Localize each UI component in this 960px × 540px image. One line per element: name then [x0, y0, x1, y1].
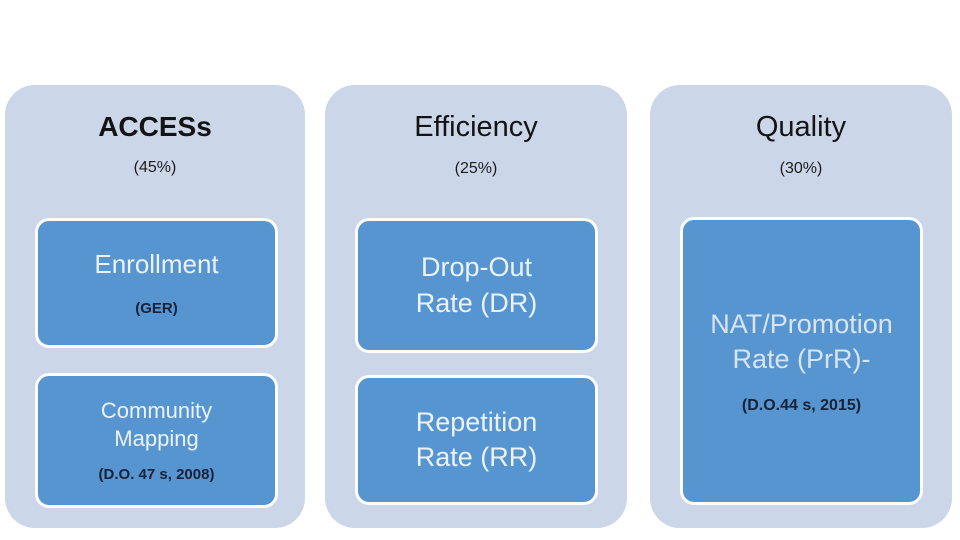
box-title-repetition-rate: Repetition Rate (RR): [415, 406, 538, 472]
box-nat-promotion-rate: NAT/Promotion Rate (PrR)- (D.O.44 s, 201…: [680, 217, 923, 505]
box-caption-do-47: (D.O. 47 s, 2008): [98, 466, 215, 484]
box-caption-do-44: (D.O.44 s, 2015): [741, 396, 862, 414]
column-heading-quality: Quality: [755, 111, 847, 143]
column-heading-access: ACCESs: [98, 111, 212, 142]
box-dropout-rate: Drop-Out Rate (DR): [355, 218, 598, 353]
box-enrollment: Enrollment (GER): [35, 218, 278, 348]
panel-access: ACCESs (45%) Enrollment (GER) Community …: [5, 85, 305, 528]
box-title-enrollment: Enrollment: [94, 249, 219, 280]
column-heading-efficiency: Efficiency: [414, 111, 538, 143]
box-title-dropout-rate: Drop-Out Rate (DR): [415, 252, 538, 318]
panel-quality: Quality (30%) NAT/Promotion Rate (PrR)- …: [650, 85, 952, 528]
box-community-mapping: Community Mapping (D.O. 47 s, 2008): [35, 373, 278, 508]
box-title-nat-promotion-rate: NAT/Promotion Rate (PrR)-: [710, 309, 893, 375]
box-repetition-rate: Repetition Rate (RR): [355, 375, 598, 505]
column-weight-efficiency: (25%): [454, 160, 498, 178]
box-caption-ger: (GER): [135, 299, 178, 317]
panel-efficiency: Efficiency (25%) Drop-Out Rate (DR) Repe…: [325, 85, 627, 528]
column-weight-quality: (30%): [779, 160, 823, 178]
box-title-community-mapping: Community Mapping: [100, 397, 213, 452]
column-weight-access: (45%): [133, 159, 177, 177]
